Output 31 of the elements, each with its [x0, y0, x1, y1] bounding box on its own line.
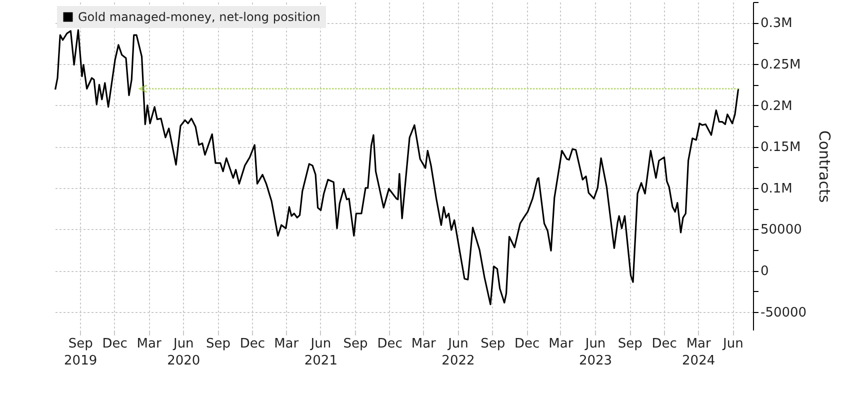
x-tick-label: Jun 2020	[167, 336, 200, 368]
x-tick-label: Sep	[618, 336, 642, 352]
x-tick-label: Jun 2022	[442, 336, 475, 368]
line-series	[54, 29, 740, 306]
x-tick-label: Dec	[652, 336, 677, 352]
x-tick-label: Jun	[722, 336, 744, 352]
x-tick-label: Dec	[377, 336, 402, 352]
x-tick-label: Dec	[240, 336, 266, 352]
y-tick-label: 0.25M	[760, 57, 801, 72]
y-tick-label: 0.1M	[760, 181, 792, 196]
y-tick-label: 50000	[760, 222, 802, 238]
x-tick-label: Dec	[102, 336, 128, 352]
x-tick-label: Dec	[514, 336, 540, 352]
y-axis-title: Contracts	[816, 130, 834, 203]
x-tick-label: Mar	[411, 336, 437, 352]
x-tick-label: Sep	[480, 336, 506, 352]
x-tick-label: Mar	[136, 336, 162, 352]
y-tick-label: 0.15M	[760, 140, 801, 156]
x-tick-label: Jun 2021	[304, 336, 338, 368]
y-tick-label: 0	[760, 264, 769, 280]
x-tick-label: Mar	[548, 336, 574, 352]
y-tick-label: -50000	[760, 305, 807, 320]
legend-label: Gold managed-money, net-long position	[78, 10, 320, 24]
x-tick-label: Jun 2023	[578, 336, 612, 368]
x-tick-label: Mar	[274, 336, 300, 352]
x-tick-label: Sep	[343, 336, 368, 352]
y-tick-label: 0.3M	[760, 16, 792, 32]
x-tick-label: Sep	[206, 336, 231, 352]
y-tick-label: 0.2M	[760, 98, 792, 114]
x-tick-label: Mar 2024	[682, 336, 716, 368]
x-tick-label: Sep 2019	[64, 336, 98, 368]
